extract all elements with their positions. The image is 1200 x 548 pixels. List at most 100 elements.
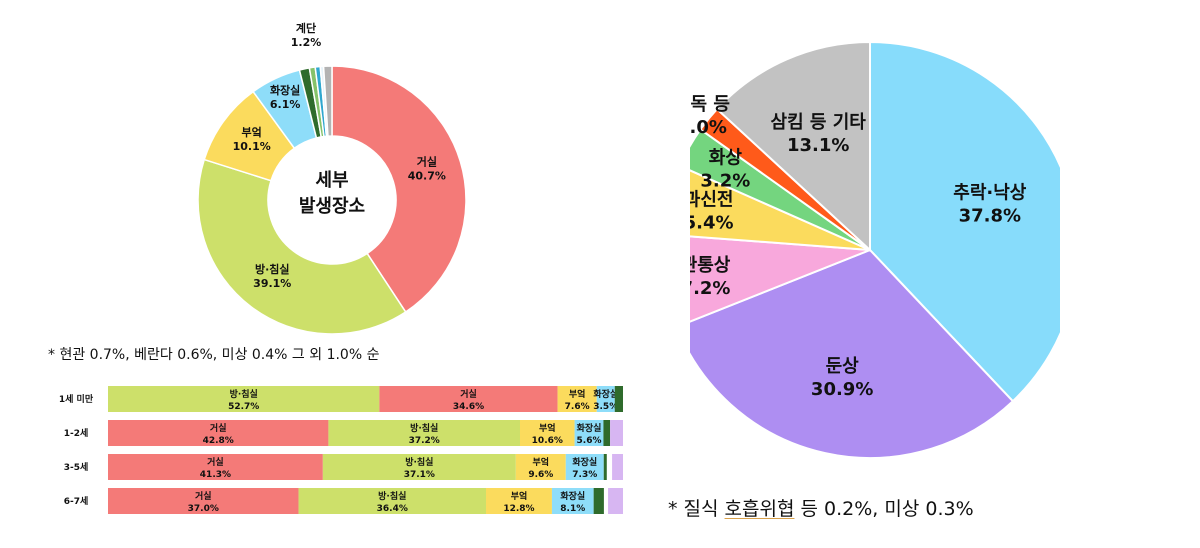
bar-segment-label: 방·침실 [378,490,406,502]
bar-segment-value: 36.4% [377,504,408,514]
bar-segment-value: 12.8% [503,504,534,514]
pie-footnote-part3: 등 0.2%, 미상 0.3% [794,498,974,520]
bar-segment-방-침실 [298,488,487,514]
bar-row-3-5세: 3-5세 거실 41.3% 방·침실 37.1% 부엌 9.6% 화장실 7.3% [64,454,623,480]
pie-label-삼킴-등-기타: 삼킴 등 기타 [771,112,867,133]
pie-label-관통상: 관통상 [690,255,731,276]
pie-slice-둔상 [690,248,1015,459]
pie-slices [690,40,1060,459]
donut-value-화장실: 6.1% [270,98,301,111]
pie-footnote-underlined: 호흡위협 [724,498,795,520]
donut-footnote: * 현관 0.7%, 베란다 0.6%, 미상 0.4% 그 외 1.0% 순 [48,347,380,363]
bar-segment-label: 화장실 [577,422,602,434]
donut-label-계단: 계단 [296,21,316,35]
donut-slice-item-8 [322,65,333,137]
bar-segment-거실 [108,454,323,480]
bar-segment-value: 10.6% [532,436,563,446]
bar-segment-label: 부엌 [539,422,556,434]
bar-segment-item-4 [593,488,604,514]
bar-segment-value: 37.1% [404,470,435,480]
bar-segment-label: 거실 [207,456,224,468]
bar-segment-label: 화장실 [560,490,585,502]
pie-slice-삼킴-등-기타 [715,40,871,253]
bar-segment-부엌 [486,488,552,514]
bar-segment-item-6 [612,454,623,480]
bar-row-1-2세: 1-2세 거실 42.8% 방·침실 37.2% 부엌 10.6% 화장실 5.6% [64,420,623,446]
bar-segment-부엌 [515,454,566,480]
donut-value-방-침실: 39.1% [253,277,291,290]
donut-value-계단: 1.2% [291,36,322,49]
bar-row-1세-미만: 1세 미만 방·침실 52.7% 거실 34.6% 부엌 7.6%화장실 3.5% [59,386,623,412]
bar-segment-label: 부엌 [569,388,586,400]
bar-segment-화장실 [551,488,594,514]
pie-value-관통상: 7.2% [690,278,730,299]
pie-label-과신전: 과신전 [690,189,733,210]
bar-segment-거실 [108,488,299,514]
bar-segment-화장실 [596,386,615,412]
pie-label-둔상: 둔상 [826,356,860,377]
bar-segment-item-4 [614,386,623,412]
pie-footnote-part1: * 질식 [668,498,725,520]
bar-segment-item-5 [603,488,609,514]
bar-segment-방-침실 [322,454,516,480]
bar-segment-label: 방·침실 [405,456,433,468]
pie-value-화상: 3.2% [700,171,750,192]
bar-segment-value: 42.8% [203,436,234,446]
pie-value-과신전: 5.4% [690,212,734,233]
bar-segment-value: 34.6% [453,402,484,412]
bar-segment-value: 5.6% [577,436,602,446]
pie-value-둔상: 30.9% [811,379,873,400]
bar-segment-label: 방·침실 [230,388,258,400]
bar-segment-value: 37.2% [409,436,440,446]
bar-segment-label: 거실 [460,388,477,400]
pie-value-중독-등: 2.0% [690,117,727,138]
bar-row-label: 1세 미만 [59,393,94,405]
bar-row-label: 6-7세 [64,495,89,507]
bar-segment-value: 52.7% [228,402,259,412]
donut-label-화장실: 화장실 [270,83,300,97]
bar-segment-item-5 [606,454,613,480]
bar-segment-item-4 [603,454,607,480]
pie-slice-관통상 [690,235,871,323]
bar-segment-거실 [108,420,329,446]
donut-label-부엌: 부엌 [242,126,262,139]
bar-segment-label: 화장실 [572,456,597,468]
bar-segment-label: 거실 [195,490,212,502]
bar-segment-label: 방·침실 [410,422,438,434]
bar-segment-value: 7.6% [565,402,590,412]
donut-slice-방-침실 [197,158,407,335]
bar-segment-label: 화장실 [593,388,618,400]
donut-center-label-line1: 세부 [315,170,348,191]
bar-segment-방-침실 [328,420,520,446]
bar-segment-item-4 [603,420,611,446]
bar-segment-label: 부엌 [511,490,528,502]
donut-value-거실: 40.7% [408,170,446,183]
bar-segment-value: 7.3% [572,470,597,480]
bar-segment-value: 9.6% [528,470,553,480]
pie-value-추락-낙상: 37.8% [959,205,1021,226]
bar-segment-value: 3.5% [593,402,618,412]
bar-segment-value: 37.0% [188,504,219,514]
bar-segment-부엌 [520,420,575,446]
bar-segment-item-5 [610,420,623,446]
donut-label-거실: 거실 [417,155,437,169]
bar-row-label: 1-2세 [64,427,89,439]
pie-footnote: * 질식 호흡위협 등 0.2%, 미상 0.3% [668,494,974,521]
bar-segment-부엌 [557,386,597,412]
donut-value-부엌: 10.1% [233,140,271,153]
bar-segment-label: 부엌 [533,456,550,468]
donut-slice-거실 [331,65,467,313]
pie-label-중독-등: 중독 등 [690,94,730,115]
bar-segment-화장실 [574,420,604,446]
bar-segment-value: 8.1% [560,504,585,514]
pie-value-삼킴-등-기타: 13.1% [787,135,849,156]
pie-label-화상: 화상 [709,148,743,169]
bar-segment-거실 [379,386,558,412]
bar-segment-화장실 [565,454,604,480]
